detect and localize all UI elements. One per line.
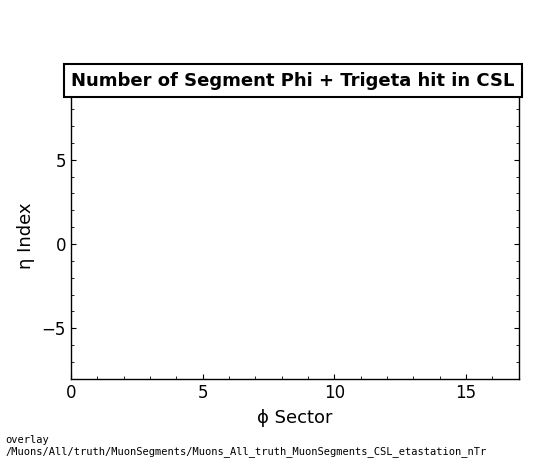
Y-axis label: η Index: η Index (17, 202, 35, 269)
X-axis label: ϕ Sector: ϕ Sector (257, 409, 333, 426)
Text: Number of Segment Phi + Trigeta hit in CSL: Number of Segment Phi + Trigeta hit in C… (71, 72, 514, 90)
Text: overlay
/Muons/All/truth/MuonSegments/Muons_All_truth_MuonSegments_CSL_etastatio: overlay /Muons/All/truth/MuonSegments/Mu… (5, 435, 486, 457)
